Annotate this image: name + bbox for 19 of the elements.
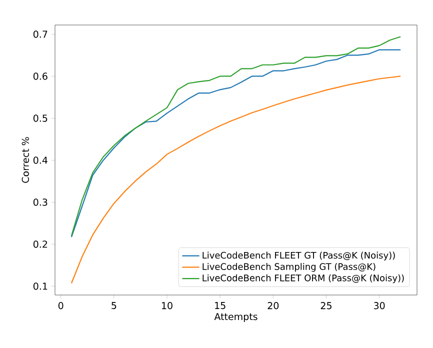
x-tick-label: 10 xyxy=(162,302,172,310)
y-tick-label: 0.2 xyxy=(33,240,48,248)
y-tick-label: 0.4 xyxy=(33,156,48,164)
legend-label: LiveCodeBench FLEET GT (Pass@K (Noisy)) xyxy=(202,252,395,260)
y-tick-label: 0.7 xyxy=(33,30,48,38)
y-axis-title: Correct % xyxy=(22,137,29,183)
x-tick-label: 30 xyxy=(374,302,385,310)
x-axis-title: Attempts xyxy=(214,313,258,322)
y-tick-label: 0.5 xyxy=(33,114,48,122)
y-tick-label: 0.3 xyxy=(33,198,48,206)
y-tick-label: 0.6 xyxy=(33,72,48,80)
x-tick-label: 15 xyxy=(215,302,226,310)
legend-label: LiveCodeBench FLEET ORM (Pass@K (Noisy)) xyxy=(202,274,404,284)
legend-label: LiveCodeBench Sampling GT (Pass@K) xyxy=(202,263,376,272)
x-tick-label: 0 xyxy=(58,302,64,310)
x-tick-label: 25 xyxy=(320,302,332,310)
y-tick-label: 0.1 xyxy=(33,282,48,290)
x-tick-label: 20 xyxy=(268,302,279,310)
x-tick-label: 5 xyxy=(112,302,116,310)
